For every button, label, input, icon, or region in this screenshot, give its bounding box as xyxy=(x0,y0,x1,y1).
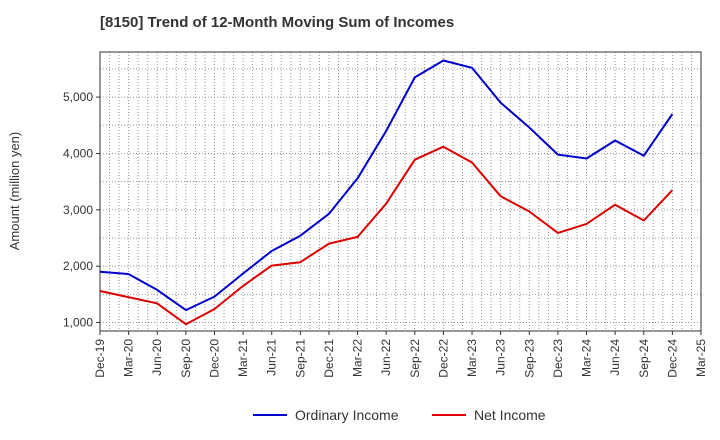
x-tick-label: Jun-21 xyxy=(265,339,279,376)
y-tick-label: 4,000 xyxy=(63,146,93,160)
series-line-net-income xyxy=(99,145,674,326)
x-tick-label: Sep-22 xyxy=(408,339,422,378)
x-tick-label: Jun-24 xyxy=(608,339,622,376)
x-tick-label: Jun-23 xyxy=(494,339,508,376)
x-tick-label: Dec-20 xyxy=(207,339,221,378)
x-tick-label: Mar-25 xyxy=(694,339,708,377)
plot-frame xyxy=(99,51,702,332)
x-tick-label: Mar-22 xyxy=(351,339,365,377)
y-tick-label: 3,000 xyxy=(63,203,93,217)
x-tick-label: Dec-22 xyxy=(436,339,450,378)
x-tick-label: Dec-24 xyxy=(665,339,679,378)
x-tick-label: Mar-23 xyxy=(465,339,479,377)
x-tick-label: Mar-21 xyxy=(236,339,250,377)
y-axis: 1,000 2,000 3,000 4,000 5,000 xyxy=(63,90,100,330)
x-tick-label: Dec-23 xyxy=(551,339,565,378)
grid xyxy=(100,52,701,331)
x-tick-label: Sep-21 xyxy=(293,339,307,378)
x-tick-label: Sep-24 xyxy=(637,339,651,378)
legend-label: Ordinary Income xyxy=(295,407,399,423)
legend: Ordinary Income Net Income xyxy=(253,407,546,423)
x-tick-label: Jun-22 xyxy=(379,339,393,376)
x-axis: Dec-19 Mar-20 Jun-20 Sep-20 Dec-20 Mar-21 Jun-… xyxy=(93,331,708,378)
x-tick-label: Jun-20 xyxy=(150,339,164,376)
y-tick-label: 2,000 xyxy=(63,259,93,273)
x-tick-label: Dec-19 xyxy=(93,339,107,378)
x-tick-label: Mar-20 xyxy=(122,339,136,377)
x-tick-label: Mar-24 xyxy=(580,339,594,377)
x-tick-label: Sep-23 xyxy=(522,339,536,378)
y-tick-label: 1,000 xyxy=(63,316,93,330)
y-tick-label: 5,000 xyxy=(63,90,93,104)
y-axis-title: Amount (million yen) xyxy=(7,132,22,251)
x-tick-label: Sep-20 xyxy=(179,339,193,378)
x-tick-label: Dec-21 xyxy=(322,339,336,378)
series-line-ordinary-income xyxy=(99,59,674,312)
chart-title: [8150] Trend of 12-Month Moving Sum of I… xyxy=(100,14,455,31)
legend-label: Net Income xyxy=(474,407,546,423)
series-group xyxy=(99,59,674,326)
